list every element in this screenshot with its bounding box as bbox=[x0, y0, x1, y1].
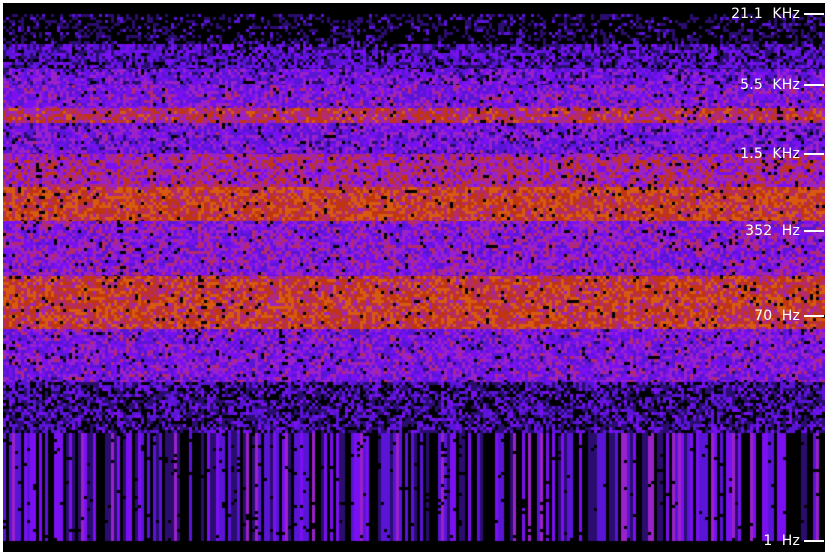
y-tick-label: 70 Hz bbox=[754, 308, 800, 325]
y-tick-mark bbox=[804, 13, 824, 15]
y-tick-mark bbox=[804, 84, 824, 87]
y-tick-mark bbox=[804, 229, 824, 232]
y-tick-label: 5.5 KHz bbox=[740, 77, 800, 94]
y-tick-label: 1.5 KHz bbox=[740, 145, 800, 162]
y-tick-mark bbox=[804, 152, 824, 155]
spectrogram-canvas bbox=[3, 3, 825, 552]
y-tick-label: 352 Hz bbox=[745, 222, 800, 239]
y-tick-mark bbox=[804, 540, 824, 542]
y-tick-label: 1 Hz bbox=[763, 533, 800, 549]
y-tick-label: 21.1 KHz bbox=[731, 6, 800, 22]
y-tick-mark bbox=[804, 315, 824, 318]
